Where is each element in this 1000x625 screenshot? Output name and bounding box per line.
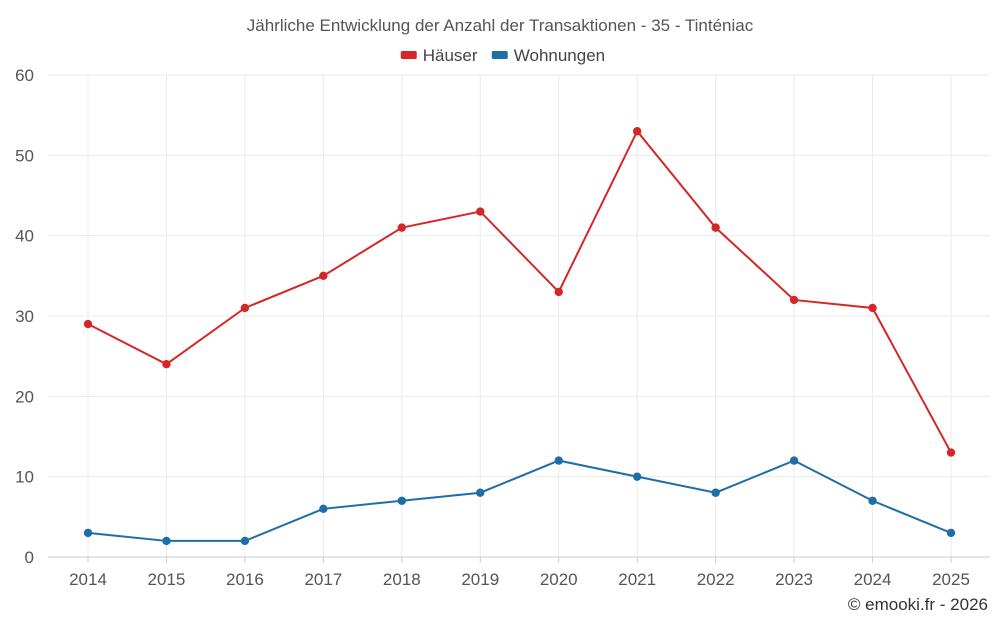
x-tick-label: 2025	[932, 570, 970, 589]
data-point	[476, 488, 485, 497]
y-tick-label: 10	[15, 468, 34, 487]
x-tick-label: 2017	[304, 570, 342, 589]
data-point	[319, 504, 328, 513]
series-line-2	[87, 459, 952, 542]
data-point	[240, 536, 250, 546]
credit-text: © emooki.fr - 2026	[847, 595, 988, 614]
y-tick-label: 60	[15, 66, 34, 85]
x-axis: 2014 2015 2016 2017 2018 2019 2020 2021 2022 2023…	[48, 556, 990, 589]
x-tick-label: 2014	[69, 570, 107, 589]
data-point	[789, 295, 799, 305]
data-point	[162, 360, 171, 369]
x-tick-label: 2024	[854, 570, 892, 589]
x-tick-label: 2019	[461, 570, 499, 589]
data-point	[946, 528, 956, 538]
legend-swatch-2	[491, 51, 508, 59]
data-point	[554, 456, 563, 465]
data-point	[319, 271, 328, 281]
data-point	[868, 303, 877, 313]
y-tick-label: 30	[15, 307, 34, 326]
chart-title: Jährliche Entwicklung der Anzahl der Tra…	[247, 16, 754, 35]
series-group	[83, 127, 956, 546]
y-tick-label: 20	[15, 387, 34, 406]
data-point	[162, 536, 171, 546]
legend-label-1: Häuser	[423, 46, 478, 65]
data-point	[711, 488, 720, 497]
x-tick-label: 2018	[383, 570, 421, 589]
series-line-1	[87, 129, 952, 454]
x-tick-label: 2021	[618, 570, 656, 589]
gridlines	[48, 74, 990, 557]
data-point	[711, 223, 720, 232]
data-point	[476, 207, 485, 216]
y-axis: 0 10 20 30 40 50 60	[15, 66, 34, 567]
data-point	[397, 223, 407, 232]
data-point	[868, 496, 877, 505]
data-point	[83, 319, 93, 329]
y-tick-label: 0	[25, 548, 34, 567]
y-tick-label: 40	[15, 227, 34, 246]
data-point	[946, 448, 956, 457]
x-tick-label: 2015	[148, 570, 186, 589]
data-point	[397, 496, 407, 505]
x-tick-label: 2020	[540, 570, 578, 589]
data-point	[554, 287, 563, 297]
data-point	[632, 127, 642, 136]
x-tick-label: 2022	[697, 570, 735, 589]
data-point	[632, 472, 642, 481]
legend-label-2: Wohnungen	[514, 46, 605, 65]
data-point	[789, 456, 799, 465]
data-point	[83, 528, 93, 538]
x-tick-label: 2016	[226, 570, 264, 589]
y-tick-label: 50	[15, 146, 34, 165]
legend: Häuser Wohnungen	[400, 46, 605, 65]
legend-swatch-1	[400, 51, 417, 59]
x-tick-label: 2023	[775, 570, 813, 589]
data-point	[240, 303, 250, 313]
